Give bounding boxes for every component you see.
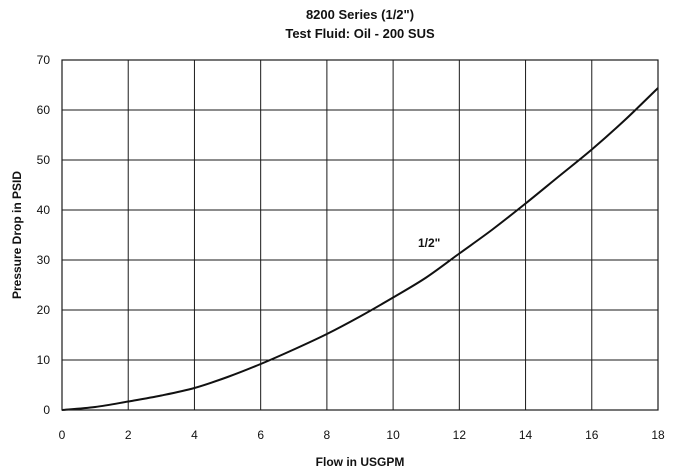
series-layer — [61, 87, 659, 411]
y-tick-label: 10 — [37, 353, 51, 367]
y-axis-ticks: 0 10 20 30 40 50 60 70 — [37, 53, 51, 417]
y-axis-label: Pressure Drop in PSID — [10, 171, 24, 299]
x-tick-label: 12 — [453, 428, 467, 442]
x-tick-label: 10 — [386, 428, 400, 442]
y-tick-label: 70 — [37, 53, 51, 67]
y-tick-label: 60 — [37, 103, 51, 117]
y-tick-label: 0 — [43, 403, 50, 417]
x-tick-label: 16 — [585, 428, 599, 442]
x-tick-label: 4 — [191, 428, 198, 442]
x-tick-label: 8 — [324, 428, 331, 442]
y-tick-label: 30 — [37, 253, 51, 267]
grid-lines — [61, 59, 659, 411]
y-tick-label: 20 — [37, 303, 51, 317]
y-tick-label: 40 — [37, 203, 51, 217]
x-tick-label: 0 — [59, 428, 66, 442]
series-label-half-inch: 1/2" — [418, 236, 440, 250]
series-line-0 — [61, 87, 659, 411]
chart-title: 8200 Series (1/2") — [306, 7, 414, 22]
chart-subtitle: Test Fluid: Oil - 200 SUS — [285, 26, 435, 41]
x-axis-ticks: 0 2 4 6 8 10 12 14 16 18 — [59, 428, 665, 442]
plot-area-frame — [61, 59, 659, 411]
x-axis-label: Flow in USGPM — [316, 455, 405, 469]
x-tick-label: 14 — [519, 428, 533, 442]
x-tick-label: 18 — [651, 428, 665, 442]
x-tick-label: 2 — [125, 428, 132, 442]
x-tick-label: 6 — [257, 428, 264, 442]
y-tick-label: 50 — [37, 153, 51, 167]
